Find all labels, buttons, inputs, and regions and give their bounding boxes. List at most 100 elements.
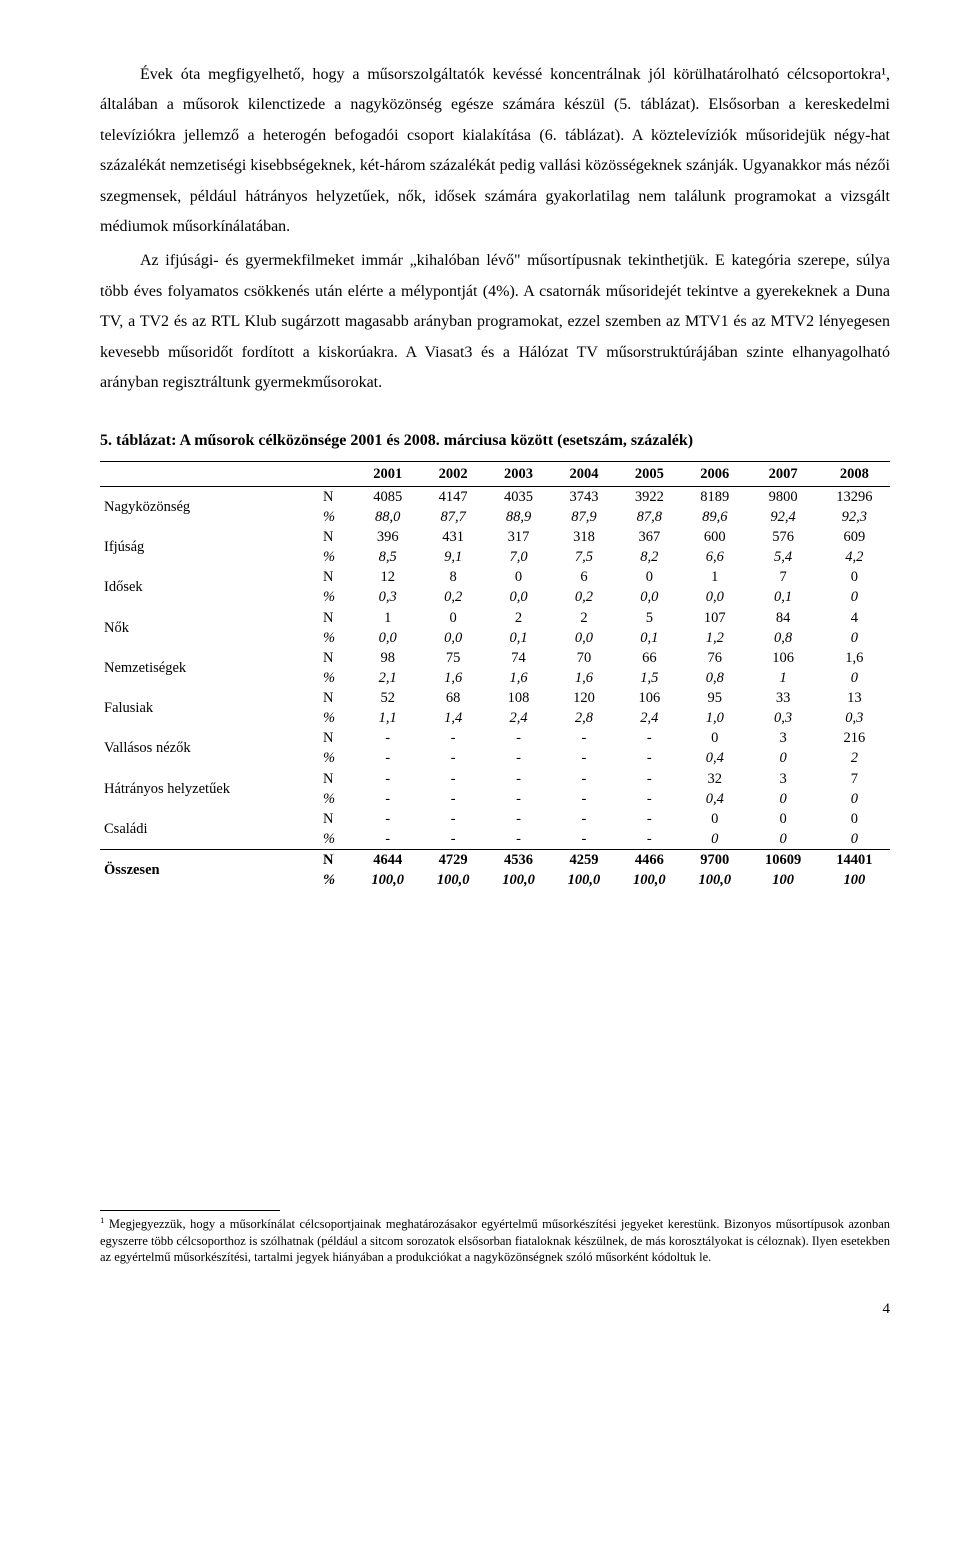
cell-n: 609 — [819, 527, 890, 547]
cell-pct: 100,0 — [551, 870, 616, 890]
row-label: Falusiak — [100, 688, 319, 728]
cell-pct: 1 — [747, 668, 818, 688]
total-row: ÖsszesenN4644472945364259446697001060914… — [100, 850, 890, 871]
row-label: Nagyközönség — [100, 486, 319, 527]
col-year: 2001 — [355, 461, 420, 486]
cell-n: 7 — [747, 567, 818, 587]
row-label: Ifjúság — [100, 527, 319, 567]
cell-n: 9700 — [682, 850, 747, 871]
cell-pct: - — [355, 748, 420, 768]
cell-n: 0 — [486, 567, 551, 587]
cell-pct: 7,5 — [551, 547, 616, 567]
cell-n: 74 — [486, 648, 551, 668]
cell-n: 318 — [551, 527, 616, 547]
cell-n: 95 — [682, 688, 747, 708]
cell-n: 600 — [682, 527, 747, 547]
cell-n: 4035 — [486, 486, 551, 507]
cell-pct: - — [617, 789, 682, 809]
total-label: Összesen — [100, 850, 319, 891]
cell-n: 0 — [819, 567, 890, 587]
cell-pct: 0,0 — [682, 587, 747, 607]
row-label: Vallásos nézők — [100, 728, 319, 768]
cell-pct: 0,0 — [486, 587, 551, 607]
table-row: Hátrányos helyzetűekN-----3237 — [100, 769, 890, 789]
cell-pct: - — [420, 748, 485, 768]
metric-pct: % — [319, 507, 355, 527]
metric-n: N — [319, 688, 355, 708]
cell-n: 8 — [420, 567, 485, 587]
cell-n: 4536 — [486, 850, 551, 871]
cell-pct: 0,0 — [420, 628, 485, 648]
cell-n: 108 — [486, 688, 551, 708]
cell-pct: - — [486, 829, 551, 850]
metric-n: N — [319, 486, 355, 507]
cell-n: 3 — [747, 769, 818, 789]
cell-n: - — [617, 728, 682, 748]
cell-n: 4 — [819, 608, 890, 628]
cell-n: 4729 — [420, 850, 485, 871]
cell-n: 0 — [420, 608, 485, 628]
body-paragraph-1: Évek óta megfigyelhető, hogy a műsorszol… — [100, 60, 890, 242]
cell-n: 75 — [420, 648, 485, 668]
header-blank-metric — [319, 461, 355, 486]
cell-pct: 4,2 — [819, 547, 890, 567]
cell-pct: 100,0 — [682, 870, 747, 890]
table-title: 5. táblázat: A műsorok célközönsége 2001… — [100, 426, 890, 456]
cell-n: 0 — [617, 567, 682, 587]
metric-pct: % — [319, 668, 355, 688]
metric-pct: % — [319, 628, 355, 648]
cell-n: 98 — [355, 648, 420, 668]
cell-pct: - — [551, 789, 616, 809]
footnote-text: Megjegyezzük, hogy a műsorkínálat célcso… — [100, 1217, 890, 1264]
cell-n: 317 — [486, 527, 551, 547]
cell-n: - — [551, 728, 616, 748]
cell-pct: 100,0 — [617, 870, 682, 890]
cell-pct: 0 — [819, 587, 890, 607]
cell-pct: 0 — [682, 829, 747, 850]
cell-pct: 8,2 — [617, 547, 682, 567]
cell-pct: 0,2 — [551, 587, 616, 607]
cell-n: 3 — [747, 728, 818, 748]
cell-pct: 100,0 — [355, 870, 420, 890]
cell-n: 5 — [617, 608, 682, 628]
col-year: 2008 — [819, 461, 890, 486]
cell-pct: 6,6 — [682, 547, 747, 567]
cell-n: 0 — [682, 809, 747, 829]
cell-n: 7 — [819, 769, 890, 789]
col-year: 2007 — [747, 461, 818, 486]
cell-pct: 88,9 — [486, 507, 551, 527]
row-label: Nők — [100, 608, 319, 648]
metric-pct: % — [319, 789, 355, 809]
cell-n: 1 — [682, 567, 747, 587]
col-year: 2002 — [420, 461, 485, 486]
cell-pct: 1,4 — [420, 708, 485, 728]
cell-pct: 0 — [819, 628, 890, 648]
cell-pct: - — [551, 748, 616, 768]
metric-n: N — [319, 728, 355, 748]
cell-pct: 92,4 — [747, 507, 818, 527]
cell-pct: 87,9 — [551, 507, 616, 527]
cell-n: 84 — [747, 608, 818, 628]
metric-n: N — [319, 608, 355, 628]
cell-pct: - — [486, 748, 551, 768]
cell-n: 1 — [355, 608, 420, 628]
row-label: Családi — [100, 809, 319, 850]
cell-pct: 89,6 — [682, 507, 747, 527]
metric-n: N — [319, 769, 355, 789]
page-number: 4 — [100, 1295, 890, 1324]
cell-pct: 0 — [747, 789, 818, 809]
cell-n: 13 — [819, 688, 890, 708]
cell-n: 33 — [747, 688, 818, 708]
cell-n: 68 — [420, 688, 485, 708]
metric-pct: % — [319, 829, 355, 850]
cell-n: 4644 — [355, 850, 420, 871]
cell-pct: 0 — [819, 668, 890, 688]
footnote-marker: 1 — [100, 1215, 104, 1225]
cell-n: - — [486, 769, 551, 789]
cell-pct: 87,8 — [617, 507, 682, 527]
metric-pct: % — [319, 870, 355, 890]
cell-n: - — [355, 728, 420, 748]
cell-pct: 2,1 — [355, 668, 420, 688]
row-label: Hátrányos helyzetűek — [100, 769, 319, 809]
table-row: NőkN10225107844 — [100, 608, 890, 628]
